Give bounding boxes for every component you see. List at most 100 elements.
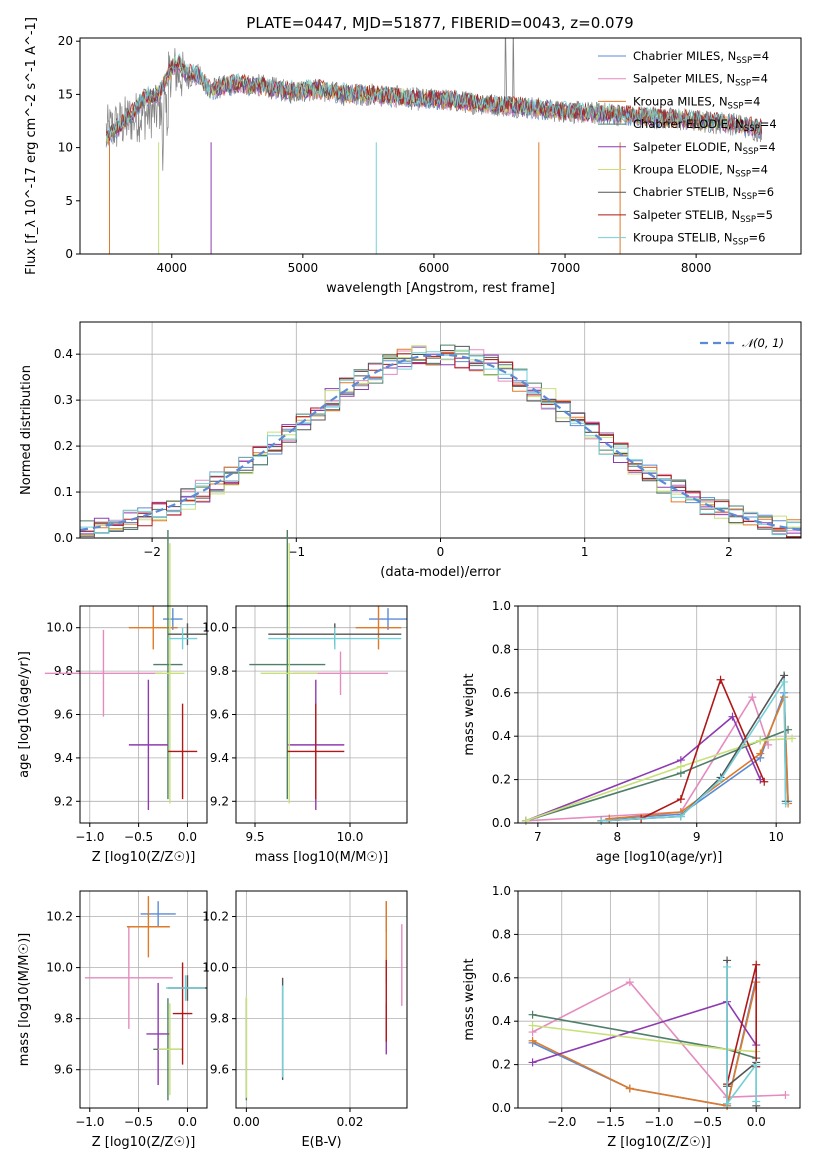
weight-line <box>532 977 757 1107</box>
legend-label: Chabrier STELIB, NSSP=6 <box>633 185 774 202</box>
y-tick-label: 0.4 <box>492 1014 511 1028</box>
weight-line <box>525 728 789 822</box>
x-tick-label: 0.0 <box>178 1115 197 1129</box>
weight-marker <box>597 816 606 825</box>
x-tick-label: −2 <box>143 545 161 559</box>
weight-marker <box>752 960 761 969</box>
weight-marker <box>676 812 685 821</box>
y-tick-label: 9.8 <box>54 664 73 678</box>
weight-marker <box>676 795 685 804</box>
x-tick-label: −1 <box>287 545 305 559</box>
axes-frame <box>517 605 801 824</box>
weight-marker <box>781 1090 790 1099</box>
x-tick-label: 9 <box>693 830 701 844</box>
x-tick-label: 0.0 <box>747 1115 766 1129</box>
weight-marker <box>528 1021 537 1030</box>
panel-weight-vs-Z: −2.0 −1.5 −1.0 −0.5 0.0 0.0 0.2 0.4 0.6 0.8 1.0 Z [… <box>462 884 801 1150</box>
model-spectrum <box>105 55 763 139</box>
y-tick-label: 0.8 <box>492 927 511 941</box>
x-tick-label: −1.0 <box>75 830 104 844</box>
weight-line <box>525 737 793 822</box>
y-tick-label: 9.6 <box>210 1063 229 1077</box>
weight-marker <box>723 1099 732 1108</box>
legend-label: Kroupa STELIB, NSSP=6 <box>633 231 765 248</box>
legend-label: Salpeter MILES, NSSP=4 <box>633 72 768 89</box>
y-tick-label: 9.6 <box>54 1063 73 1077</box>
weight-marker <box>716 675 725 684</box>
y-axis-label: Flux [f_λ 10^-17 erg cm^-2 s^-1 A^-1] <box>24 17 39 275</box>
y-tick-label: 10.0 <box>202 621 229 635</box>
x-axis-label: (data-model)/error <box>380 565 501 580</box>
panel-mass-vs-Z: −1.0 −0.5 0.0 9.6 9.8 10.0 10.2 Z [log10(Z/Z☉)]… <box>17 890 208 1150</box>
emission-spike <box>504 38 515 106</box>
weight-line <box>601 679 787 822</box>
weight-marker <box>716 775 725 784</box>
x-axis-label: mass [log10(M/M☉)] <box>255 850 388 865</box>
y-tick-label: 0.2 <box>492 1058 511 1072</box>
x-tick-label: 10.0 <box>337 830 364 844</box>
y-tick-label: 9.8 <box>210 664 229 678</box>
weight-marker <box>521 816 530 825</box>
panel-residuals: −2 −1 0 1 2 0.0 0.1 0.2 0.3 0.4 (data-model)/error… <box>19 321 802 580</box>
x-tick-label: 1 <box>581 545 589 559</box>
x-tick-label: −2.0 <box>547 1115 576 1129</box>
y-tick-label: 0.6 <box>492 971 511 985</box>
weight-marker <box>780 677 789 686</box>
weight-line <box>525 715 762 822</box>
x-tick-label: −1.0 <box>644 1115 673 1129</box>
x-tick-label: −0.5 <box>124 1115 153 1129</box>
y-tick-label: 0.2 <box>492 773 511 787</box>
axes-frame <box>235 890 408 1109</box>
y-tick-label: 10.0 <box>46 961 73 975</box>
x-axis-label: Z [log10(Z/Z☉)] <box>92 850 196 865</box>
y-axis-label: mass weight <box>462 958 477 1040</box>
y-tick-label: 9.2 <box>210 794 229 808</box>
y-tick-label: 9.6 <box>54 708 73 722</box>
axes-frame <box>235 605 408 824</box>
x-tick-label: 2 <box>725 545 733 559</box>
residual-histogram <box>80 349 801 536</box>
y-tick-label: 0.6 <box>492 686 511 700</box>
y-tick-label: 0.0 <box>54 531 73 545</box>
x-tick-label: 7 <box>534 830 542 844</box>
weight-marker <box>723 962 732 971</box>
y-tick-label: 0.0 <box>492 816 511 830</box>
x-tick-label: 0.0 <box>178 830 197 844</box>
weight-marker <box>625 1084 634 1093</box>
y-tick-label: 9.6 <box>210 708 229 722</box>
y-tick-label: 0.0 <box>492 1101 511 1115</box>
y-tick-label: 10.2 <box>46 910 73 924</box>
weight-marker <box>528 1036 537 1045</box>
y-tick-label: 5 <box>65 194 73 208</box>
weight-marker <box>760 777 769 786</box>
weight-marker <box>528 1058 537 1067</box>
y-tick-label: 0.2 <box>54 439 73 453</box>
axes-frame <box>79 890 208 1109</box>
y-tick-label: 10.0 <box>202 961 229 975</box>
weight-line <box>601 672 787 822</box>
y-tick-label: 1.0 <box>492 599 511 613</box>
weight-marker <box>756 736 765 745</box>
y-axis-label: Normed distribution <box>19 365 34 495</box>
panel-age-vs-mass: 9.5 10.0 9.2 9.4 9.6 9.8 10.0 mass [log10(M/M☉)… <box>202 530 408 865</box>
y-tick-label: 9.8 <box>54 1012 73 1026</box>
weight-marker <box>676 762 685 771</box>
weight-marker <box>756 749 765 758</box>
weight-marker <box>625 978 634 987</box>
x-tick-label: −0.5 <box>124 830 153 844</box>
x-tick-label: 6000 <box>419 261 450 275</box>
y-tick-label: 1.0 <box>492 884 511 898</box>
weight-line <box>726 967 758 1107</box>
x-tick-label: −0.5 <box>693 1115 722 1129</box>
y-axis-label: mass weight <box>462 673 477 755</box>
x-tick-label: −1.5 <box>596 1115 625 1129</box>
y-tick-label: 0.4 <box>54 347 73 361</box>
x-axis-label: wavelength [Angstrom, rest frame] <box>326 281 555 296</box>
x-tick-label: 0 <box>437 545 445 559</box>
weight-marker <box>752 1097 761 1106</box>
legend-label: Kroupa ELODIE, NSSP=4 <box>633 163 768 180</box>
x-axis-label: Z [log10(Z/Z☉)] <box>607 1135 711 1150</box>
spectrum-lines <box>105 38 763 254</box>
weight-marker <box>728 712 737 721</box>
